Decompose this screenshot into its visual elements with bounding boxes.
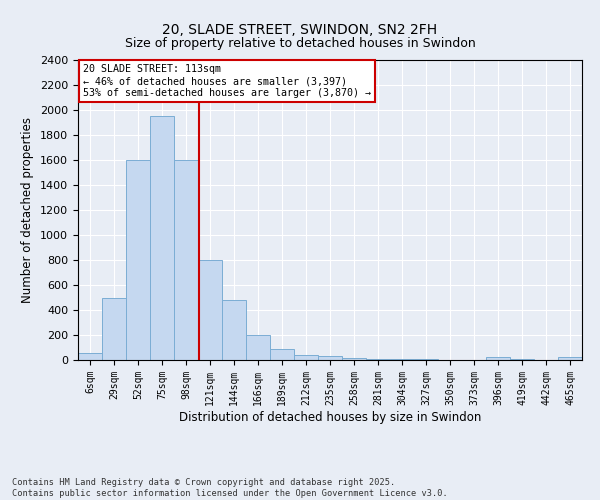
Text: 20, SLADE STREET, SWINDON, SN2 2FH: 20, SLADE STREET, SWINDON, SN2 2FH <box>163 22 437 36</box>
Bar <box>294 355 318 360</box>
Bar <box>486 357 510 360</box>
Bar <box>102 298 126 360</box>
Bar <box>126 160 150 360</box>
Bar <box>366 359 390 360</box>
X-axis label: Distribution of detached houses by size in Swindon: Distribution of detached houses by size … <box>179 410 481 424</box>
Bar <box>270 349 294 360</box>
Bar <box>246 335 270 360</box>
Bar <box>198 260 222 360</box>
Y-axis label: Number of detached properties: Number of detached properties <box>22 117 34 303</box>
Bar <box>222 300 246 360</box>
Bar <box>150 116 174 360</box>
Bar <box>342 358 366 360</box>
Bar <box>558 357 582 360</box>
Bar <box>174 160 198 360</box>
Bar <box>318 356 342 360</box>
Text: 20 SLADE STREET: 113sqm
← 46% of detached houses are smaller (3,397)
53% of semi: 20 SLADE STREET: 113sqm ← 46% of detache… <box>83 64 371 98</box>
Text: Contains HM Land Registry data © Crown copyright and database right 2025.
Contai: Contains HM Land Registry data © Crown c… <box>12 478 448 498</box>
Text: Size of property relative to detached houses in Swindon: Size of property relative to detached ho… <box>125 38 475 51</box>
Bar <box>78 352 102 360</box>
